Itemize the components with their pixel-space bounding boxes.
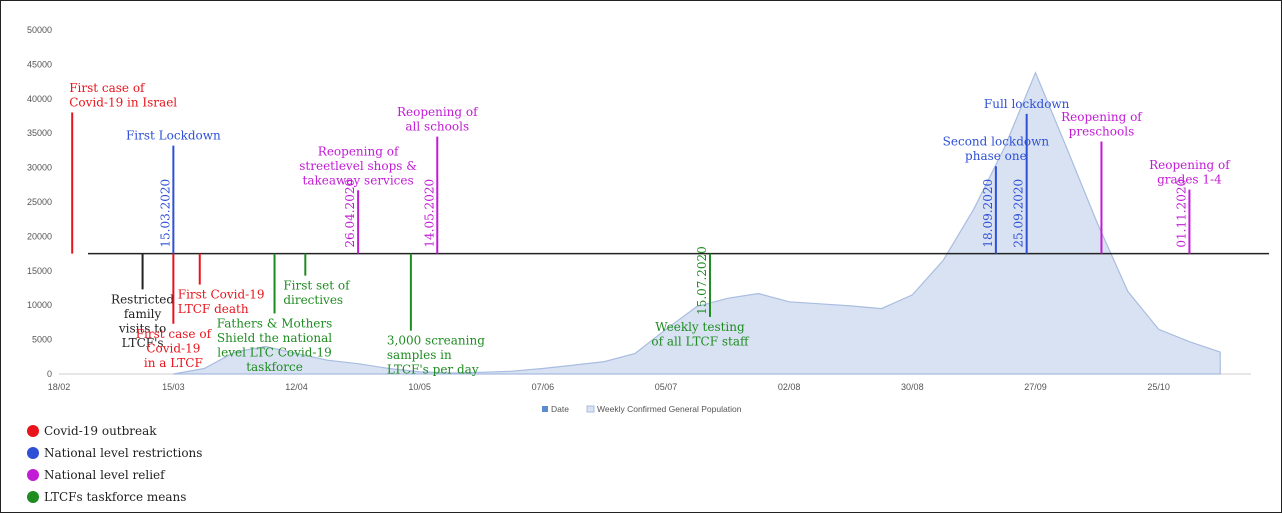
event-label: in a LTCF <box>144 356 203 370</box>
event-label: First set of <box>283 279 351 293</box>
event-label: LTCF's per day <box>387 363 479 377</box>
event-label: Reopening of <box>318 144 400 158</box>
event-label: First Covid-19 <box>178 288 265 302</box>
x-tick-label: 15/03 <box>162 382 185 392</box>
legend-dot-outbreak <box>27 425 39 437</box>
event-label: taskforce <box>246 360 303 374</box>
event-label: of all LTCF staff <box>651 334 750 348</box>
legend-category-outbreak: Covid-19 outbreak <box>44 424 157 438</box>
event-label: Restricted <box>111 292 174 306</box>
legend-label-area: Weekly Confirmed General Population <box>597 404 742 414</box>
event-label: all schools <box>405 120 469 134</box>
legend-swatch-area <box>586 405 595 413</box>
event-label: family <box>124 307 162 321</box>
y-tick-label: 40000 <box>27 94 52 104</box>
event-label: Second lockdown <box>943 135 1050 149</box>
legend-swatch-date <box>542 406 548 412</box>
event-label: samples in <box>387 348 452 362</box>
legend-category-relief: National level relief <box>44 468 166 482</box>
y-tick-label: 20000 <box>27 231 52 241</box>
event-date-label: 26.04.2020 <box>343 179 357 248</box>
x-tick-label: 02/08 <box>778 382 801 392</box>
event-label: Reopening of <box>1061 110 1143 124</box>
x-tick-label: 30/08 <box>901 382 924 392</box>
event-label: level LTC Covid-19 <box>217 345 332 359</box>
x-tick-label: 18/02 <box>48 382 71 392</box>
event-label: Weekly testing <box>655 320 745 334</box>
series-area-weekly-confirmed <box>173 71 1221 375</box>
event-label: Full lockdown <box>984 97 1070 111</box>
event-label: visits to <box>118 321 166 335</box>
y-tick-label: 30000 <box>27 163 52 173</box>
event-label: First case of <box>69 81 146 95</box>
legend-label-date: Date <box>551 404 569 414</box>
event-label: Covid-19 in Israel <box>69 96 177 110</box>
event-label: 3,000 screaning <box>387 334 485 348</box>
x-tick-label: 05/07 <box>655 382 678 392</box>
event-label: Fathers & Mothers <box>217 316 333 330</box>
event-label: Shield the national <box>217 331 332 345</box>
x-tick-label: 07/06 <box>532 382 555 392</box>
event-label: Reopening of <box>1149 158 1231 172</box>
legend-category-taskforce: LTCFs taskforce means <box>44 490 186 504</box>
event-label: directives <box>283 293 343 307</box>
event-date-label: 25.09.2020 <box>1012 179 1026 248</box>
y-tick-label: 0 <box>47 369 52 379</box>
legend-dot-relief <box>27 469 39 481</box>
legend-category-restriction: National level restrictions <box>44 446 202 460</box>
event-date-label: 15.03.2020 <box>158 179 172 248</box>
event-label: streetlevel shops & <box>299 159 417 173</box>
y-tick-label: 35000 <box>27 128 52 138</box>
x-tick-label: 25/10 <box>1147 382 1170 392</box>
event-label: Reopening of <box>397 105 479 119</box>
x-tick-label: 27/09 <box>1024 382 1047 392</box>
y-tick-label: 50000 <box>27 25 52 35</box>
y-tick-label: 25000 <box>27 197 52 207</box>
event-date-label: 01.11.2020 <box>1174 179 1188 248</box>
event-date-label: 15.07.2020 <box>695 246 709 315</box>
x-tick-label: 12/04 <box>285 382 308 392</box>
legend-dot-restriction <box>27 447 39 459</box>
event-label: First case of <box>136 327 213 341</box>
event-label: First Lockdown <box>126 129 221 143</box>
event-label: LTCF's <box>122 336 164 350</box>
y-tick-label: 15000 <box>27 266 52 276</box>
event-date-label: 18.09.2020 <box>981 179 995 248</box>
x-tick-label: 10/05 <box>408 382 431 392</box>
y-tick-label: 10000 <box>27 300 52 310</box>
event-label: phase one <box>965 149 1027 163</box>
event-label: Covid-19 <box>146 341 200 355</box>
event-label: takeaway services <box>303 173 414 187</box>
y-tick-label: 45000 <box>27 59 52 69</box>
event-date-label: 14.05.2020 <box>422 179 436 248</box>
event-label: LTCF death <box>178 302 249 316</box>
event-label: grades 1-4 <box>1157 173 1222 187</box>
legend-dot-taskforce <box>27 491 39 503</box>
y-tick-label: 5000 <box>32 335 52 345</box>
event-label: preschools <box>1069 124 1135 138</box>
